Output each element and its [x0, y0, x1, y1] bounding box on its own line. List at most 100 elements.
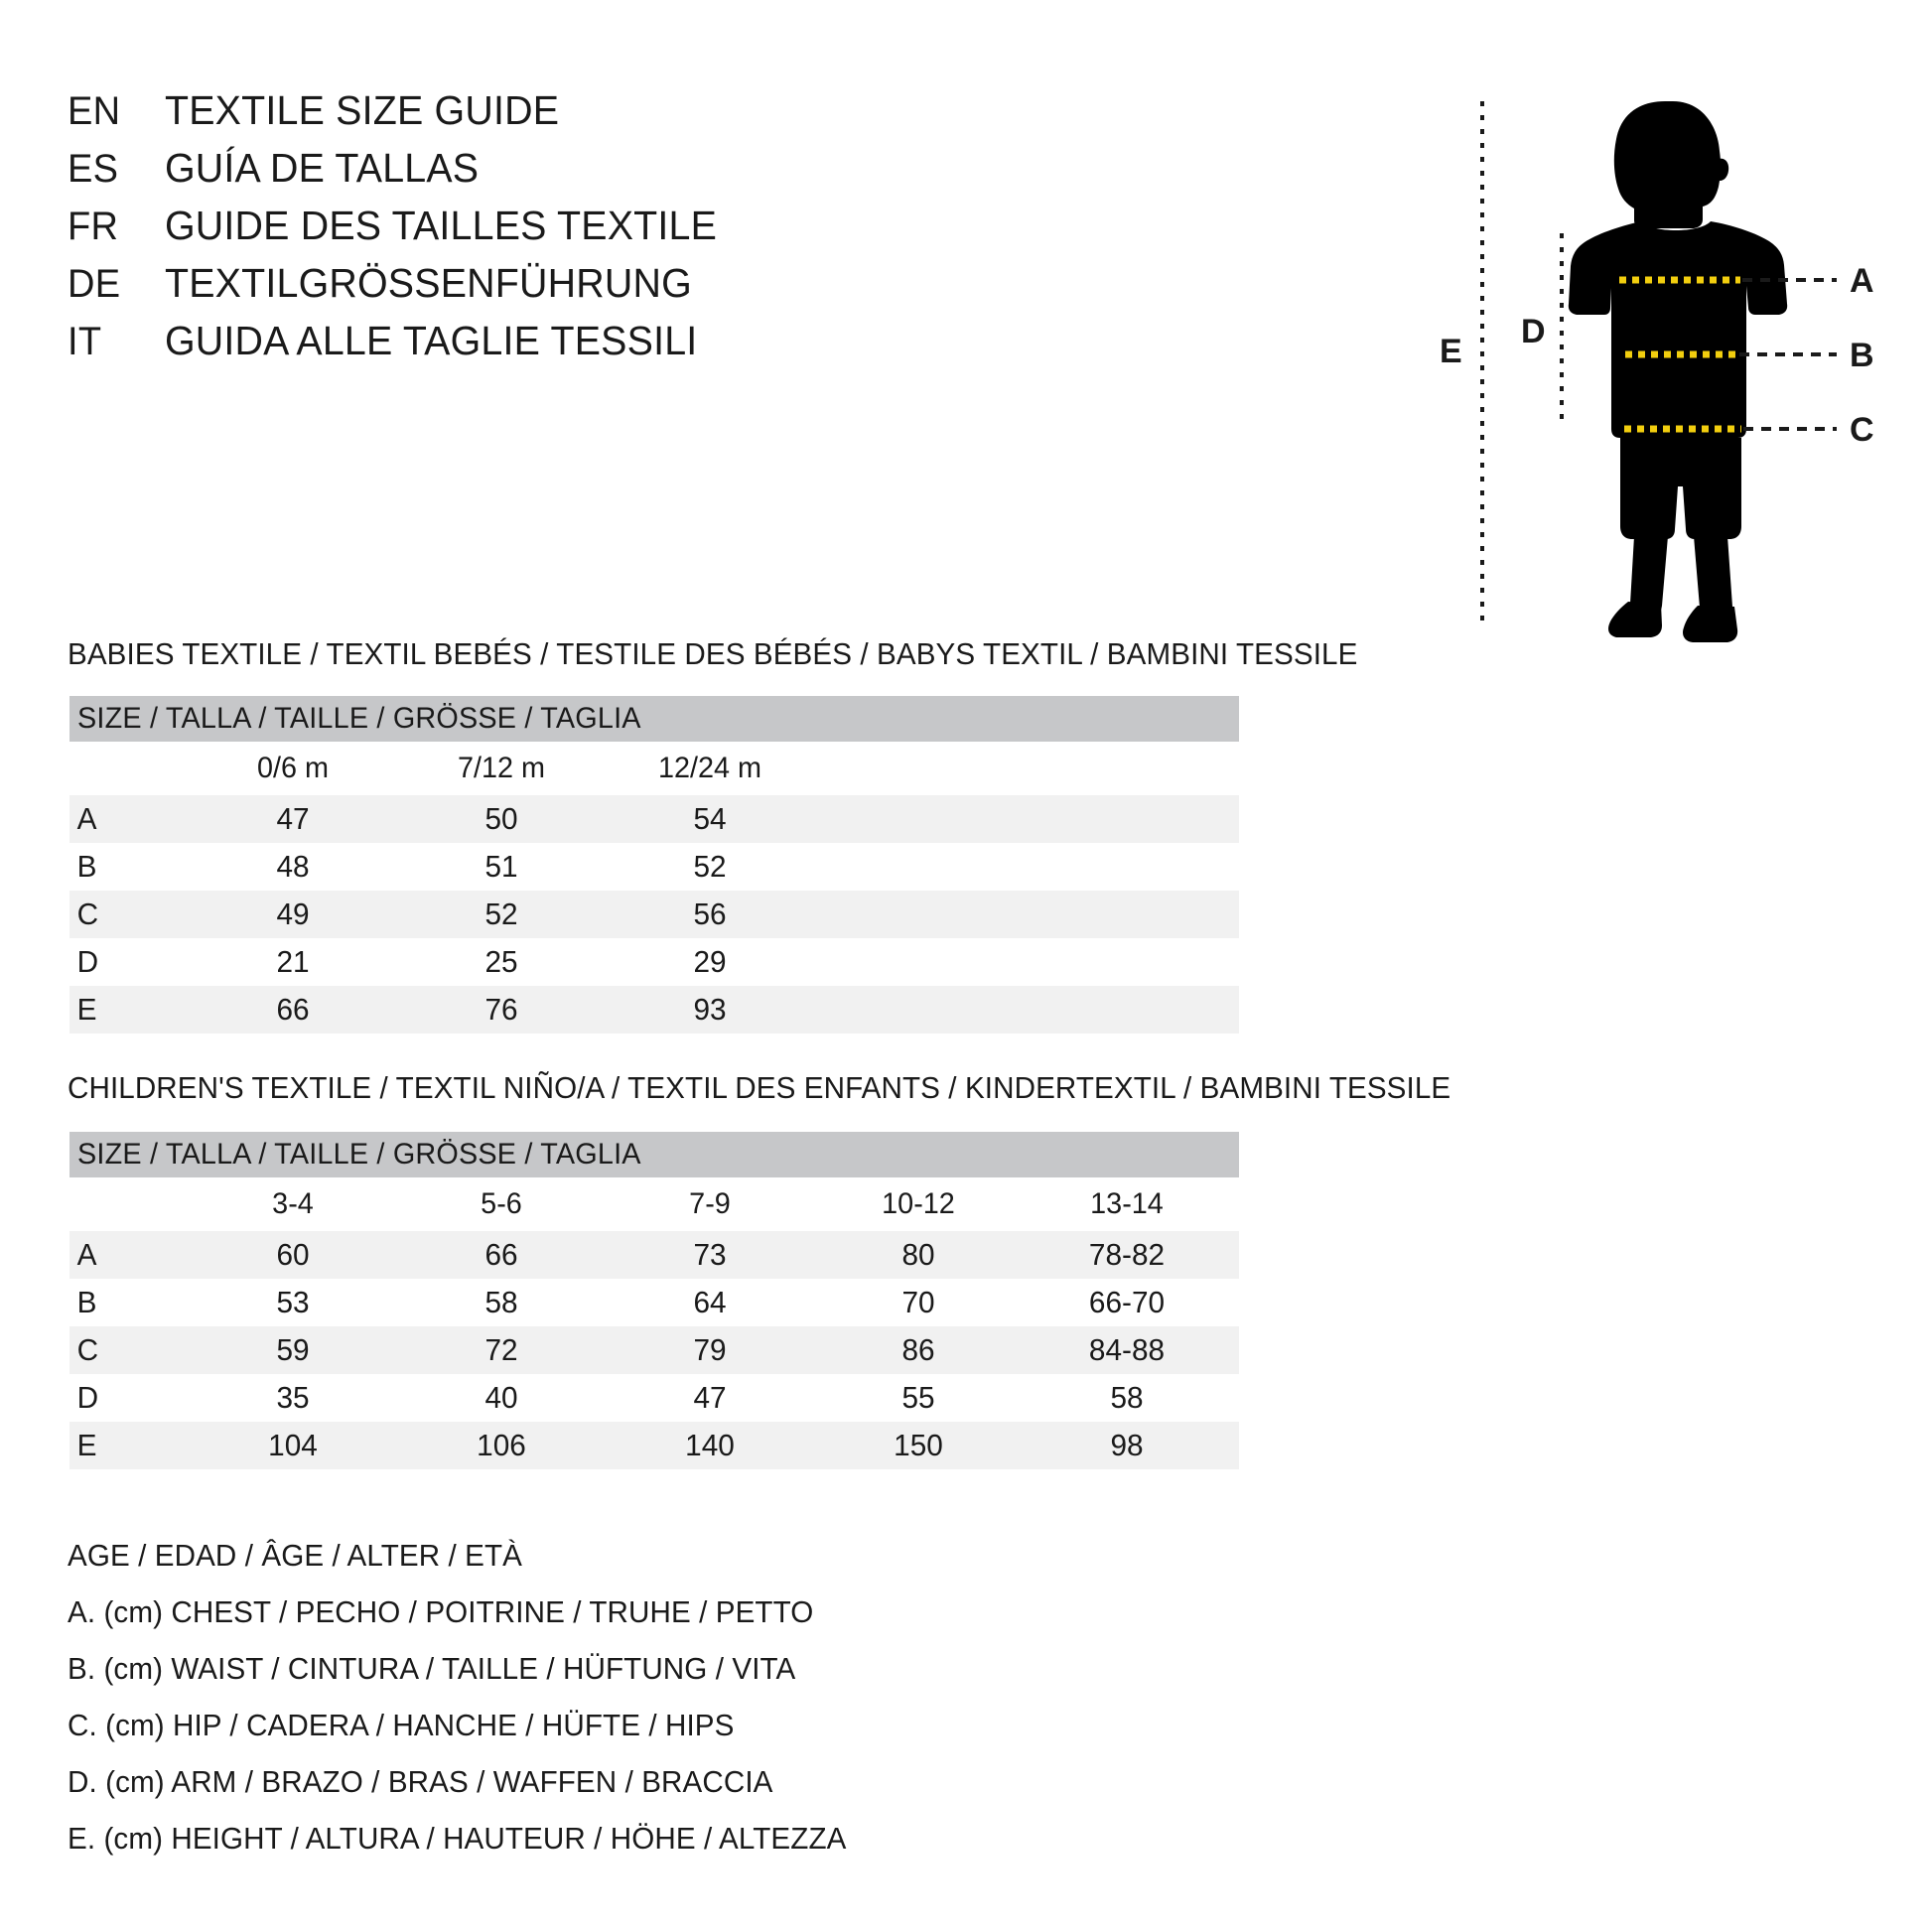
children-row-label-a: A — [76, 1237, 97, 1272]
children-cell-a-1: 66 — [484, 1237, 518, 1272]
legend-line-c-hip: C. (cm) HIP / CADERA / HANCHE / HÜFTE / … — [68, 1708, 735, 1742]
title-row-de: DE TEXTILGRÖSSENFÜHRUNG — [68, 260, 1378, 318]
title-text-it: GUIDA ALLE TAGLIE TESSILI — [165, 318, 698, 363]
table-row: D 21 25 29 — [69, 938, 1239, 986]
language-code-de: DE — [68, 262, 121, 306]
babies-cell-c-2: 56 — [693, 897, 727, 931]
babies-table-header-bar: SIZE / TALLA / TAILLE / GRÖSSE / TAGLIA — [69, 696, 1239, 742]
language-code-fr: FR — [68, 205, 119, 248]
babies-column-header-1: 7/12 m — [457, 752, 546, 784]
children-cell-b-3: 70 — [901, 1285, 935, 1319]
children-table-header-label: SIZE / TALLA / TAILLE / GRÖSSE / TAGLIA — [77, 1138, 641, 1171]
children-cell-d-0: 35 — [276, 1380, 310, 1415]
babies-column-header-0: 0/6 m — [256, 752, 330, 784]
language-code-es: ES — [68, 147, 119, 191]
children-cell-c-0: 59 — [276, 1332, 310, 1367]
children-size-table: SIZE / TALLA / TAILLE / GRÖSSE / TAGLIA … — [69, 1132, 1239, 1469]
table-row: C 49 52 56 — [69, 891, 1239, 938]
babies-cell-d-1: 25 — [484, 944, 518, 979]
children-column-header-4: 13-14 — [1090, 1187, 1164, 1220]
children-cell-b-0: 53 — [276, 1285, 310, 1319]
language-code-en: EN — [68, 89, 121, 133]
children-column-header-0: 3-4 — [272, 1187, 314, 1220]
babies-column-header-row: 0/6 m 7/12 m 12/24 m — [69, 742, 1239, 795]
table-row: C 59 72 79 86 84-88 — [69, 1326, 1239, 1374]
table-row: E 66 76 93 — [69, 986, 1239, 1034]
babies-cell-e-2: 93 — [693, 992, 727, 1027]
babies-row-label-d: D — [76, 944, 99, 979]
title-row-en: EN TEXTILE SIZE GUIDE — [68, 87, 1378, 145]
child-silhouette — [1568, 101, 1788, 642]
babies-size-table: SIZE / TALLA / TAILLE / GRÖSSE / TAGLIA … — [69, 696, 1239, 1034]
babies-row-label-e: E — [76, 992, 97, 1027]
legend-line-b-waist: B. (cm) WAIST / CINTURA / TAILLE / HÜFTU… — [68, 1651, 796, 1686]
children-cell-d-3: 55 — [901, 1380, 935, 1415]
babies-cell-e-0: 66 — [276, 992, 310, 1027]
legend-line-d-arm: D. (cm) ARM / BRAZO / BRAS / WAFFEN / BR… — [68, 1764, 773, 1799]
children-column-header-1: 5-6 — [481, 1187, 522, 1220]
babies-cell-b-1: 51 — [484, 849, 518, 884]
measurement-figure: A B C D E — [1410, 60, 1926, 675]
figure-label-a: A — [1850, 262, 1874, 300]
babies-cell-b-2: 52 — [693, 849, 727, 884]
legend-line-a-chest: A. (cm) CHEST / PECHO / POITRINE / TRUHE… — [68, 1594, 814, 1629]
title-row-fr: FR GUIDE DES TAILLES TEXTILE — [68, 203, 1378, 260]
children-cell-a-3: 80 — [901, 1237, 935, 1272]
children-cell-a-0: 60 — [276, 1237, 310, 1272]
babies-row-label-a: A — [76, 801, 97, 836]
title-text-de: TEXTILGRÖSSENFÜHRUNG — [165, 260, 692, 306]
table-row: A 60 66 73 80 78-82 — [69, 1231, 1239, 1279]
babies-table-header-label: SIZE / TALLA / TAILLE / GRÖSSE / TAGLIA — [77, 702, 641, 735]
table-row: B 53 58 64 70 66-70 — [69, 1279, 1239, 1326]
children-cell-e-3: 150 — [894, 1428, 943, 1462]
figure-label-b: B — [1850, 337, 1874, 374]
babies-cell-b-0: 48 — [276, 849, 310, 884]
babies-cell-c-0: 49 — [276, 897, 310, 931]
title-row-it: IT GUIDA ALLE TAGLIE TESSILI — [68, 318, 1378, 375]
children-cell-b-2: 64 — [693, 1285, 727, 1319]
children-row-label-e: E — [76, 1428, 97, 1462]
children-row-label-d: D — [76, 1380, 99, 1415]
children-cell-e-4: 98 — [1110, 1428, 1144, 1462]
babies-cell-d-0: 21 — [276, 944, 310, 979]
children-cell-e-2: 140 — [685, 1428, 735, 1462]
children-cell-a-2: 73 — [693, 1237, 727, 1272]
children-column-header-3: 10-12 — [882, 1187, 955, 1220]
children-cell-e-1: 106 — [477, 1428, 526, 1462]
legend-line-e-height: E. (cm) HEIGHT / ALTURA / HAUTEUR / HÖHE… — [68, 1821, 847, 1856]
babies-row-label-b: B — [76, 849, 97, 884]
children-cell-d-1: 40 — [484, 1380, 518, 1415]
babies-section-caption: BABIES TEXTILE / TEXTIL BEBÉS / TESTILE … — [68, 636, 1358, 671]
title-text-es: GUÍA DE TALLAS — [165, 145, 480, 191]
babies-cell-a-0: 47 — [276, 801, 310, 836]
legend-line-age: AGE / EDAD / ÂGE / ALTER / ETÀ — [68, 1538, 523, 1573]
children-cell-d-2: 47 — [693, 1380, 727, 1415]
children-row-label-b: B — [76, 1285, 97, 1319]
children-cell-b-4: 66-70 — [1088, 1285, 1166, 1319]
figure-label-e: E — [1440, 333, 1462, 370]
table-row: E 104 106 140 150 98 — [69, 1422, 1239, 1469]
children-cell-b-1: 58 — [484, 1285, 518, 1319]
children-cell-c-3: 86 — [901, 1332, 935, 1367]
figure-label-c: C — [1850, 411, 1874, 449]
babies-row-label-c: C — [76, 897, 99, 931]
table-row: B 48 51 52 — [69, 843, 1239, 891]
table-row: A 47 50 54 — [69, 795, 1239, 843]
title-block: EN TEXTILE SIZE GUIDE ES GUÍA DE TALLAS … — [68, 87, 1378, 375]
children-row-label-c: C — [76, 1332, 99, 1367]
children-cell-c-4: 84-88 — [1088, 1332, 1166, 1367]
children-cell-c-1: 72 — [484, 1332, 518, 1367]
table-row: D 35 40 47 55 58 — [69, 1374, 1239, 1422]
babies-cell-d-2: 29 — [693, 944, 727, 979]
children-cell-d-4: 58 — [1110, 1380, 1144, 1415]
babies-cell-a-1: 50 — [484, 801, 518, 836]
babies-cell-c-1: 52 — [484, 897, 518, 931]
babies-cell-e-1: 76 — [484, 992, 518, 1027]
measurement-legend: AGE / EDAD / ÂGE / ALTER / ETÀ A. (cm) C… — [68, 1527, 1160, 1866]
figure-label-d: D — [1521, 313, 1546, 350]
title-row-es: ES GUÍA DE TALLAS — [68, 145, 1378, 203]
title-text-en: TEXTILE SIZE GUIDE — [165, 87, 560, 133]
children-section-caption: CHILDREN'S TEXTILE / TEXTIL NIÑO/A / TEX… — [68, 1070, 1451, 1105]
babies-column-header-2: 12/24 m — [657, 752, 762, 784]
